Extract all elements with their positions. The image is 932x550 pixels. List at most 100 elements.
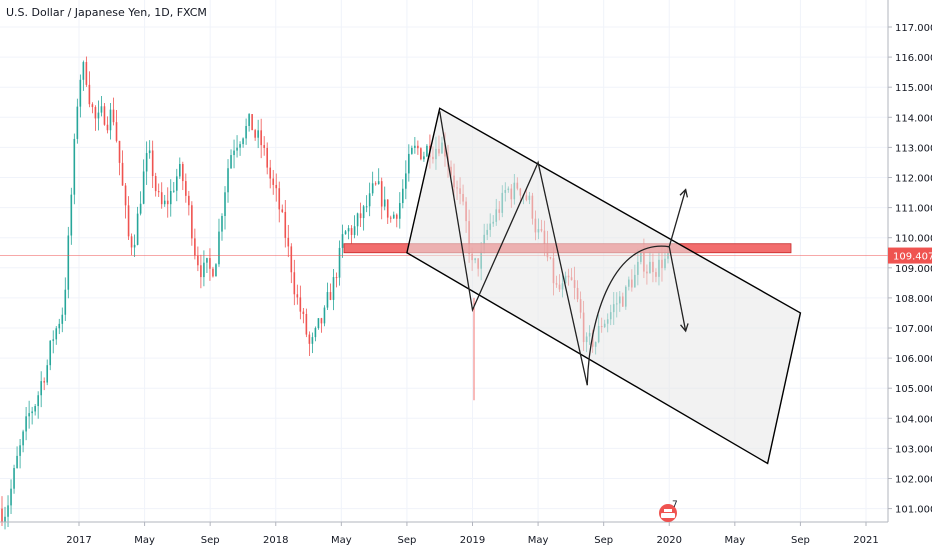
candle xyxy=(73,133,76,205)
price-tick-label: 102.000 xyxy=(895,475,932,486)
candle xyxy=(43,377,45,391)
candle xyxy=(420,147,422,161)
time-tick-label: 2017 xyxy=(66,535,91,546)
candle xyxy=(106,116,109,134)
candle xyxy=(185,173,187,203)
candle xyxy=(347,225,350,240)
candle xyxy=(203,250,205,287)
candle xyxy=(94,105,97,131)
candle xyxy=(392,211,395,220)
candle xyxy=(389,215,392,223)
candle xyxy=(305,308,308,338)
time-tick-label: Sep xyxy=(594,535,613,546)
price-axis-bg xyxy=(888,0,932,550)
candle xyxy=(359,202,362,228)
candle xyxy=(148,140,151,159)
candle xyxy=(209,248,211,281)
candle xyxy=(172,181,175,193)
candle xyxy=(194,228,196,260)
candle xyxy=(166,187,169,218)
candle xyxy=(67,226,70,299)
candle xyxy=(52,330,55,354)
candle xyxy=(341,224,344,258)
price-tick-label: 108.000 xyxy=(895,294,932,305)
candle xyxy=(269,159,272,189)
arrow-up xyxy=(668,188,689,247)
candle xyxy=(320,317,323,333)
svg-text:7: 7 xyxy=(672,500,678,510)
candle xyxy=(136,206,139,246)
candle xyxy=(100,95,103,117)
candle xyxy=(395,213,398,228)
candle xyxy=(218,218,220,267)
candle xyxy=(145,141,148,185)
candle xyxy=(311,332,314,354)
candle xyxy=(236,135,238,158)
drawings[interactable] xyxy=(0,107,888,465)
candle xyxy=(329,283,332,301)
alert-badge-icon[interactable]: 7 xyxy=(659,500,678,522)
candle xyxy=(356,212,359,236)
candle xyxy=(293,259,296,306)
candle xyxy=(299,285,302,320)
candle xyxy=(58,318,61,335)
candle xyxy=(377,168,380,185)
candle xyxy=(151,140,154,188)
candle xyxy=(200,254,202,289)
candle xyxy=(251,113,253,131)
time-tick-label: 2020 xyxy=(657,535,682,546)
candle xyxy=(91,102,94,114)
candle xyxy=(85,56,88,87)
time-tick-label: May xyxy=(528,535,549,546)
time-tick-label: 2018 xyxy=(263,535,288,546)
candle xyxy=(317,318,320,330)
candle xyxy=(260,118,262,159)
price-tick-label: 110.000 xyxy=(895,234,932,245)
candle xyxy=(402,179,404,209)
price-axis[interactable]: 117.000 116.000 115.000 114.000 113.000 112.0… xyxy=(887,0,932,550)
candle xyxy=(197,246,199,272)
candle xyxy=(405,160,407,200)
candle xyxy=(423,151,425,162)
candle xyxy=(179,157,181,179)
candle xyxy=(290,243,293,284)
price-tick-label: 101.000 xyxy=(895,505,932,516)
candle xyxy=(28,400,30,429)
candle xyxy=(371,171,374,196)
candle xyxy=(362,204,365,231)
candle xyxy=(368,182,371,217)
candle xyxy=(1,496,3,527)
price-tick-label: 117.000 xyxy=(895,23,932,34)
candle xyxy=(163,194,166,207)
price-tick-label: 103.000 xyxy=(895,444,932,455)
candle xyxy=(188,190,190,216)
symbol-title: U.S. Dollar / Japanese Yen, 1D, FXCM xyxy=(6,6,207,19)
candle xyxy=(308,331,311,356)
candle xyxy=(248,113,250,132)
time-tick-label: May xyxy=(134,535,155,546)
candle xyxy=(133,234,136,257)
candle xyxy=(281,204,284,214)
candle xyxy=(287,224,290,258)
candle xyxy=(82,60,85,91)
time-axis[interactable]: 2017 May Sep 2018 May Sep 2019 May Sep 2020 May Sep… xyxy=(0,521,888,546)
candle xyxy=(426,144,428,158)
candle xyxy=(215,263,217,277)
candle xyxy=(97,100,100,131)
candle xyxy=(350,225,353,244)
candle xyxy=(49,340,52,371)
last-price-tag: 109.407 xyxy=(888,247,932,264)
candle xyxy=(118,140,121,176)
candle xyxy=(109,102,112,140)
price-tick-label: 104.000 xyxy=(895,414,932,425)
candle xyxy=(332,269,335,311)
candle xyxy=(55,326,58,345)
candle xyxy=(191,201,193,246)
candle xyxy=(272,169,275,195)
time-tick-label: May xyxy=(331,535,352,546)
candle xyxy=(70,187,73,245)
time-tick-label: Sep xyxy=(201,535,220,546)
candle xyxy=(380,177,383,220)
